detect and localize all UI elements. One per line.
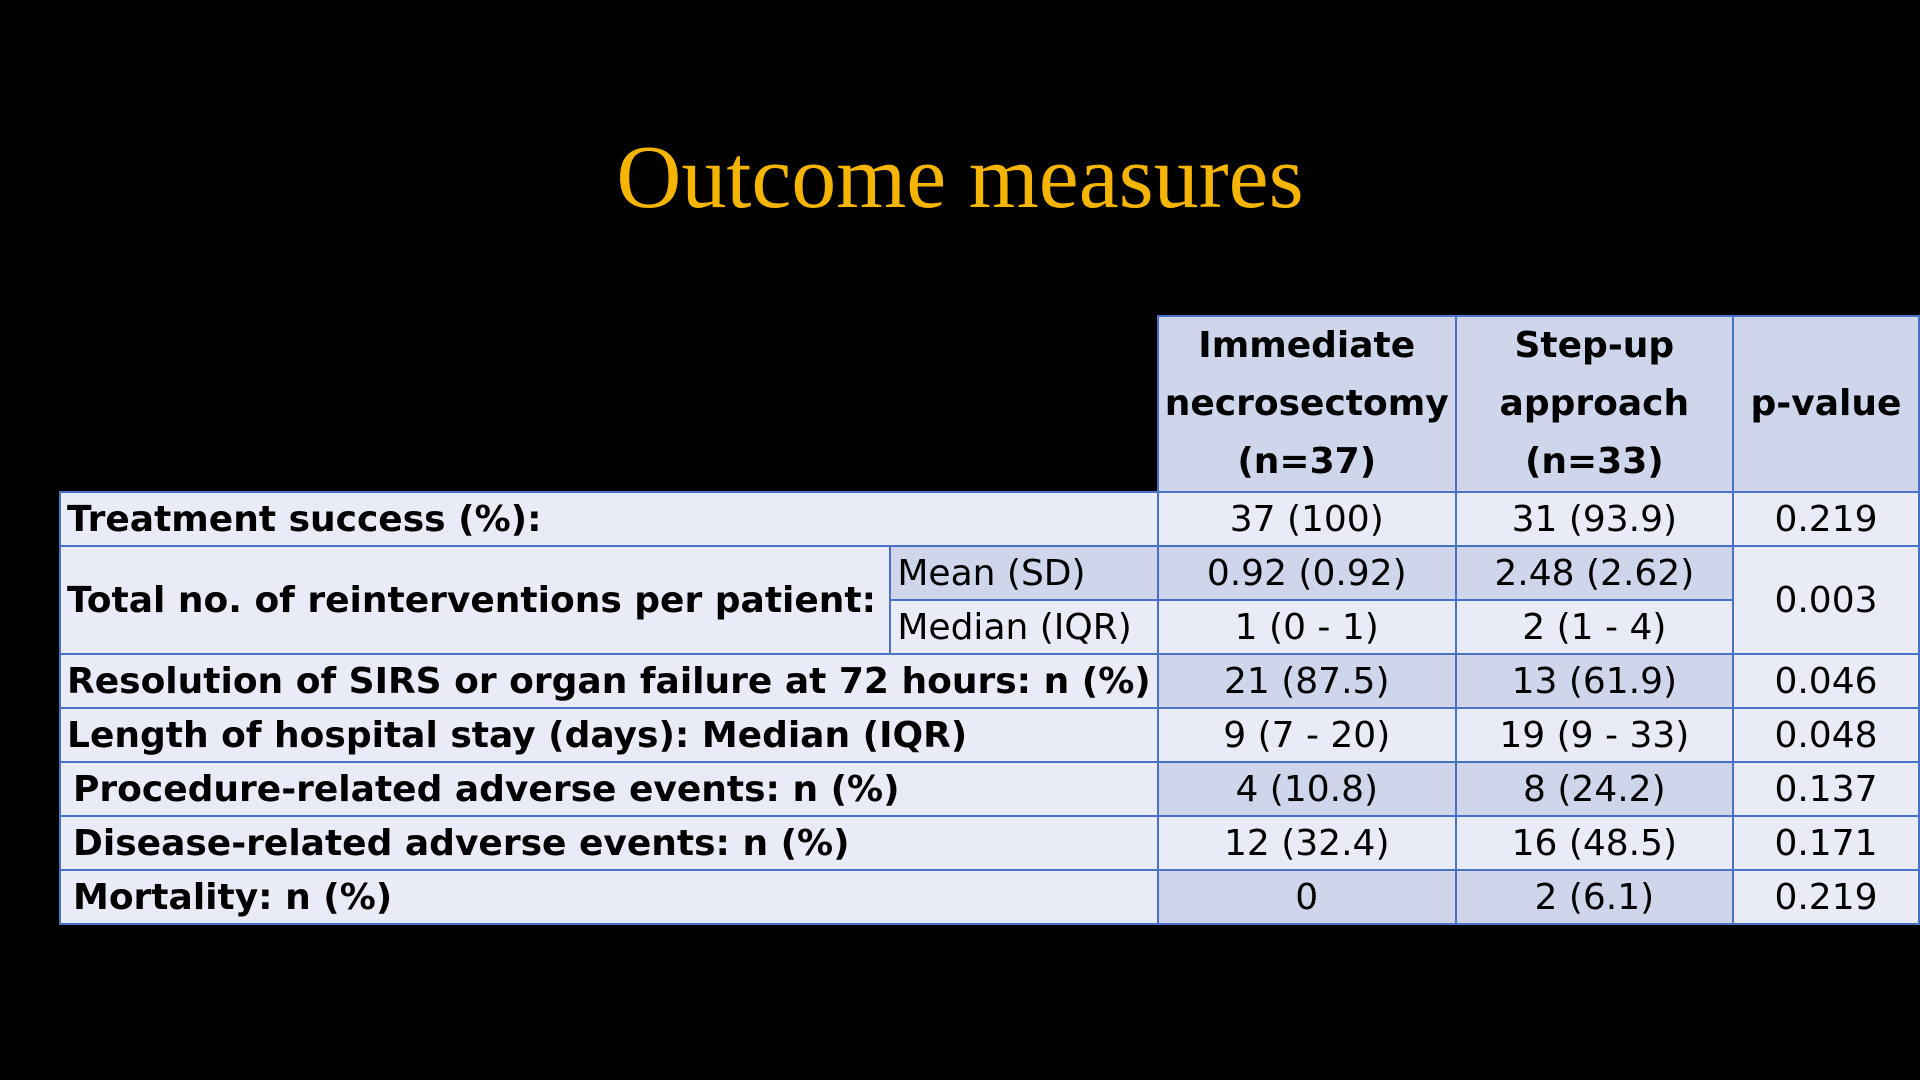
table-row-reinterventions-median: Median (IQR) 1 (0 - 1) 2 (1 - 4) (60, 599, 1919, 655)
cell-immediate: 0 (1156, 869, 1457, 925)
table-row-disease-adverse-events: Disease-related adverse events: n (%) 12… (59, 815, 1920, 871)
cell-stepup: 16 (48.5) (1454, 815, 1734, 871)
header-stepup-line2: approach (1499, 383, 1690, 424)
cell-stepup-mean: 2.48 (2.62) (1454, 545, 1734, 601)
cell-stepup: 13 (61.9) (1454, 653, 1734, 709)
row-label: Disease-related adverse events: n (%) (59, 815, 1159, 871)
table-row-hospital-stay: Length of hospital stay (days): Median (… (59, 707, 1920, 763)
header-step-up-approach: Step-up approach (n=33) (1454, 315, 1734, 493)
cell-pvalue: 0.137 (1731, 761, 1920, 817)
row-label: Length of hospital stay (days): Median (… (59, 707, 1159, 763)
cell-pvalue: 0.219 (1731, 491, 1920, 547)
cell-immediate: 37 (100) (1156, 491, 1457, 547)
row-label: Mortality: n (%) (59, 869, 1159, 925)
table-row-treatment-success: Treatment success (%): 37 (100) 31 (93.9… (59, 491, 1920, 547)
header-immediate-line3: (n=37) (1237, 441, 1377, 482)
cell-pvalue: 0.219 (1731, 869, 1920, 925)
cell-immediate: 4 (10.8) (1156, 761, 1457, 817)
cell-pvalue: 0.048 (1731, 707, 1920, 763)
cell-stepup: 19 (9 - 33) (1454, 707, 1734, 763)
slide-title: Outcome measures (616, 128, 1304, 227)
row-label: Procedure-related adverse events: n (%) (59, 761, 1159, 817)
row-label: Treatment success (%): (59, 491, 1159, 547)
cell-immediate: 9 (7 - 20) (1156, 707, 1457, 763)
header-immediate-line1: Immediate (1198, 325, 1416, 366)
cell-pvalue: 0.003 (1731, 545, 1920, 655)
header-blank (60, 316, 1158, 492)
header-row: Immediate necrosectomy (n=37) Step-up ap… (60, 315, 1920, 493)
cell-stepup: 31 (93.9) (1454, 491, 1734, 547)
header-immediate-necrosectomy: Immediate necrosectomy (n=37) (1156, 315, 1457, 493)
cell-immediate-median: 1 (0 - 1) (1156, 599, 1457, 655)
cell-stepup: 8 (24.2) (1454, 761, 1734, 817)
table-row-mortality: Mortality: n (%) 0 2 (6.1) 0.219 (59, 869, 1920, 925)
sub-label-mean: Mean (SD) (889, 545, 1159, 601)
table-row-sirs-resolution: Resolution of SIRS or organ failure at 7… (59, 653, 1920, 709)
header-stepup-line1: Step-up (1514, 325, 1675, 366)
cell-pvalue: 0.171 (1731, 815, 1920, 871)
outcome-table: Immediate necrosectomy (n=37) Step-up ap… (58, 315, 1920, 925)
header-immediate-line2: necrosectomy (1164, 383, 1449, 424)
cell-stepup: 2 (6.1) (1454, 869, 1734, 925)
header-p-value: p-value (1731, 315, 1920, 493)
sub-label-median: Median (IQR) (889, 599, 1159, 655)
cell-immediate: 21 (87.5) (1156, 653, 1457, 709)
table-row-procedure-adverse-events: Procedure-related adverse events: n (%) … (59, 761, 1920, 817)
row-label: Resolution of SIRS or organ failure at 7… (59, 653, 1159, 709)
table-row-reinterventions-mean: Total no. of reinterventions per patient… (58, 545, 1920, 655)
cell-pvalue: 0.046 (1731, 653, 1920, 709)
cell-stepup-median: 2 (1 - 4) (1454, 599, 1734, 655)
header-stepup-line3: (n=33) (1524, 441, 1664, 482)
cell-immediate-mean: 0.92 (0.92) (1156, 545, 1457, 601)
cell-immediate: 12 (32.4) (1156, 815, 1457, 871)
row-label: Total no. of reinterventions per patient… (58, 545, 892, 655)
